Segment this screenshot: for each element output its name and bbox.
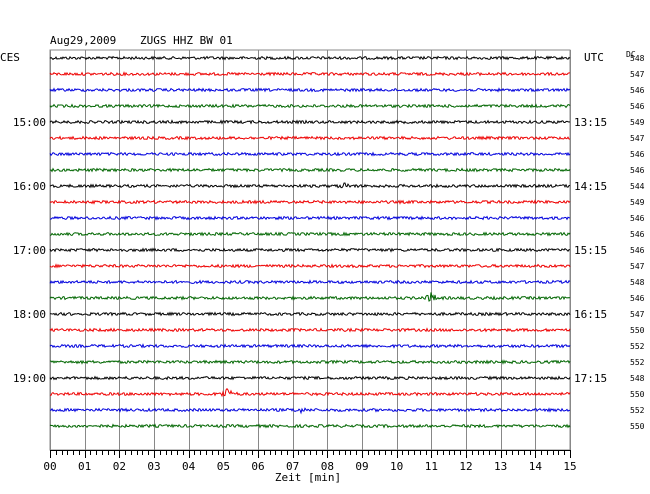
x-tick-label: 12 — [459, 460, 472, 473]
trace-line — [49, 151, 571, 157]
x-tick-label: 10 — [390, 460, 403, 473]
cet-hour-label: 18:00 — [13, 308, 46, 321]
trace-line — [49, 55, 571, 61]
trace-line — [49, 247, 571, 253]
dc-value-label: 550 — [630, 390, 645, 399]
cet-hour-label: 15:00 — [13, 116, 46, 129]
dc-value-label: 546 — [630, 294, 645, 303]
trace-line — [49, 327, 571, 333]
dc-value-label: 552 — [630, 358, 645, 367]
dc-offset-labels: 548 547 546 546 549 547 546 546 544 549 546 546 546 5… — [630, 54, 645, 431]
dc-value-label: 546 — [630, 86, 645, 95]
x-tick-label: 13 — [494, 460, 507, 473]
trace-line — [49, 71, 570, 77]
dc-value-label: 548 — [630, 374, 645, 383]
trace-line — [49, 387, 571, 398]
x-tick-label: 05 — [217, 460, 230, 473]
trace-line — [49, 423, 571, 429]
x-tick-label: 14 — [529, 460, 543, 473]
dc-value-label: 546 — [630, 246, 645, 255]
dc-value-label: 546 — [630, 230, 645, 239]
x-axis-title: Zeit [min] — [275, 471, 341, 484]
station-label: ZUGS HHZ BW 01 — [140, 34, 233, 47]
dc-value-label: 547 — [630, 262, 645, 271]
dc-header-label: DC — [626, 50, 636, 59]
dc-value-label: 549 — [630, 118, 645, 127]
dc-value-label: 546 — [630, 166, 645, 175]
x-tick-label: 08 — [321, 460, 334, 473]
cet-hour-label: 17:00 — [13, 244, 46, 257]
dc-value-label: 547 — [630, 70, 645, 79]
dc-value-label: 548 — [630, 54, 645, 63]
trace-line — [49, 359, 571, 365]
dc-value-label: 546 — [630, 214, 645, 223]
dc-value-label: 550 — [630, 422, 645, 431]
x-tick-label: 07 — [286, 460, 299, 473]
x-tick-label: 02 — [113, 460, 126, 473]
trace-line — [49, 279, 571, 285]
dc-value-label: 546 — [630, 102, 645, 111]
trace-line — [49, 135, 571, 141]
trace-line — [49, 167, 571, 173]
trace-line — [49, 407, 571, 415]
trace-line — [49, 231, 571, 237]
trace-line — [49, 119, 571, 125]
trace-line — [49, 182, 571, 189]
dc-value-label: 547 — [630, 134, 645, 143]
x-tick-label: 04 — [182, 460, 196, 473]
date-label: Aug29,2009 — [50, 34, 116, 47]
dc-value-label: 544 — [630, 182, 645, 191]
trace-line — [49, 375, 571, 381]
cet-hour-label: 19:00 — [13, 372, 46, 385]
cet-hour-label: 16:00 — [13, 180, 46, 193]
utc-hour-label: 13:15 — [574, 116, 607, 129]
x-tick-label: 00 — [43, 460, 56, 473]
dc-value-label: 549 — [630, 198, 645, 207]
x-tick-label: 06 — [251, 460, 264, 473]
trace-line — [49, 292, 571, 302]
utc-hour-label: 14:15 — [574, 180, 607, 193]
trace-line — [49, 87, 571, 93]
utc-hour-labels: 13:15 14:15 15:15 16:15 17:15 — [574, 116, 607, 385]
utc-hour-label: 17:15 — [574, 372, 607, 385]
trace-line — [49, 263, 571, 269]
x-tick-label: 11 — [425, 460, 438, 473]
trace-line — [49, 103, 571, 109]
utc-hour-label: 16:15 — [574, 308, 607, 321]
x-tick-label: 15 — [563, 460, 576, 473]
dc-value-label: 547 — [630, 310, 645, 319]
left-timezone-label: CES — [0, 51, 20, 64]
dc-value-label: 550 — [630, 326, 645, 335]
trace-line — [49, 311, 571, 317]
x-tick-label: 03 — [147, 460, 160, 473]
seismic-traces — [49, 55, 571, 429]
x-tick-label: 01 — [78, 460, 91, 473]
dc-value-label: 552 — [630, 342, 645, 351]
x-tick-label: 09 — [355, 460, 368, 473]
x-axis: 00 01 02 03 04 05 06 07 08 09 10 11 12 13 14 15 — [43, 450, 577, 473]
dc-value-label: 552 — [630, 406, 645, 415]
cet-hour-labels: 15:00 16:00 17:00 18:00 19:00 — [13, 116, 46, 385]
right-timezone-label: UTC — [584, 51, 604, 64]
dc-value-label: 546 — [630, 150, 645, 159]
trace-line — [50, 215, 571, 221]
trace-line — [49, 199, 571, 205]
dc-value-label: 548 — [630, 278, 645, 287]
utc-hour-label: 15:15 — [574, 244, 607, 257]
trace-line — [49, 343, 571, 349]
